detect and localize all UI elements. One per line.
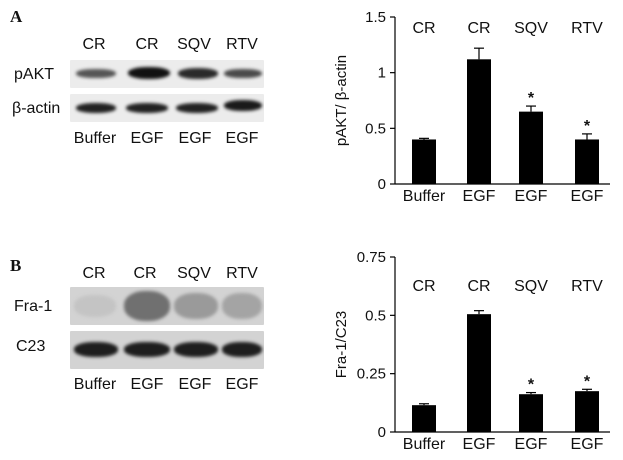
y-tick-label: 1.5 bbox=[365, 9, 386, 26]
top-lane-label: CR bbox=[467, 20, 490, 37]
y-tick-label: 0.75 bbox=[357, 249, 386, 266]
significance-star: * bbox=[584, 373, 591, 390]
bar bbox=[519, 394, 543, 432]
x-tick-label: EGF bbox=[515, 188, 548, 205]
blot-b-band bbox=[174, 342, 218, 357]
bar bbox=[467, 59, 491, 184]
y-tick-label: 0.25 bbox=[357, 366, 386, 383]
blot-a-band bbox=[178, 68, 218, 79]
blot-a-band bbox=[224, 100, 262, 111]
blot-a-band bbox=[126, 103, 168, 113]
blot-b-band bbox=[74, 295, 116, 317]
blot-b-lane-top-4: RTV bbox=[226, 265, 258, 282]
bar bbox=[412, 139, 436, 184]
blot-a-lane-top-1: CR bbox=[82, 36, 106, 53]
top-lane-label: CR bbox=[412, 20, 435, 37]
blot-a-row-label-2: β-actin bbox=[12, 100, 61, 117]
x-tick-label: EGF bbox=[571, 188, 604, 205]
blot-a-band bbox=[76, 69, 116, 78]
top-lane-label: CR bbox=[412, 278, 435, 295]
blot-a-band bbox=[224, 69, 262, 78]
y-tick-label: 0 bbox=[378, 424, 386, 441]
x-tick-label: EGF bbox=[463, 436, 496, 453]
blot-b-lane-bottom-3: EGF bbox=[178, 376, 212, 393]
blot-a-lane-top-4: RTV bbox=[226, 36, 258, 53]
top-lane-label: SQV bbox=[514, 278, 548, 295]
x-tick-label: EGF bbox=[571, 436, 604, 453]
panel-letter-b: B bbox=[10, 256, 22, 275]
blot-b-band bbox=[222, 293, 262, 319]
blot-a-lane-bottom-2: EGF bbox=[130, 130, 164, 147]
panel-letter-a: A bbox=[10, 7, 23, 26]
x-tick-label: EGF bbox=[515, 436, 548, 453]
bar bbox=[412, 405, 436, 432]
blot-b-band bbox=[124, 342, 170, 357]
significance-star: * bbox=[528, 377, 535, 394]
top-lane-label: SQV bbox=[514, 20, 548, 37]
blot-a-lane-bottom-4: EGF bbox=[225, 130, 259, 147]
x-tick-label: Buffer bbox=[403, 188, 446, 205]
y-axis-label: Fra-1/C23 bbox=[333, 311, 350, 379]
y-tick-label: 1 bbox=[378, 65, 386, 82]
blot-a-band bbox=[128, 67, 170, 79]
bar bbox=[467, 314, 491, 432]
blot-a-lane-bottom-1: Buffer bbox=[73, 130, 117, 147]
significance-star: * bbox=[584, 118, 591, 135]
blot-a-row-label-1: pAKT bbox=[14, 66, 55, 83]
blot-b-lane-bottom-1: Buffer bbox=[73, 376, 117, 393]
blot-a-strip-actin bbox=[70, 94, 264, 122]
blot-b-strip-fra1 bbox=[70, 287, 264, 325]
top-lane-label: RTV bbox=[571, 20, 603, 37]
blot-a-lane-top-3: SQV bbox=[177, 36, 211, 53]
y-tick-label: 0.5 bbox=[365, 307, 386, 324]
blot-a-strip-pakt bbox=[70, 60, 264, 88]
blot-b-band bbox=[74, 342, 118, 357]
bar bbox=[575, 139, 599, 184]
top-lane-label: CR bbox=[467, 278, 490, 295]
blot-b-lane-top-1: CR bbox=[82, 265, 106, 282]
y-axis-label: pAKT/ β-actin bbox=[333, 55, 350, 146]
x-tick-label: Buffer bbox=[403, 436, 446, 453]
blot-a-band bbox=[76, 103, 116, 113]
bar bbox=[575, 391, 599, 432]
blot-b-lane-top-2: CR bbox=[133, 265, 157, 282]
top-lane-label: RTV bbox=[571, 278, 603, 295]
blot-a-band bbox=[176, 103, 218, 113]
blot-b-row-label-1: Fra-1 bbox=[14, 298, 53, 315]
y-tick-label: 0.5 bbox=[365, 120, 386, 137]
blot-a-lane-bottom-3: EGF bbox=[178, 130, 212, 147]
blot-b-strip-c23 bbox=[70, 331, 264, 369]
blot-b-lane-top-3: SQV bbox=[177, 265, 211, 282]
x-tick-label: EGF bbox=[463, 188, 496, 205]
significance-star: * bbox=[528, 90, 535, 107]
blot-b-band bbox=[174, 293, 218, 319]
blot-a-lane-top-2: CR bbox=[135, 36, 159, 53]
blot-b-row-label-2: C23 bbox=[16, 338, 46, 355]
blot-b-lane-bottom-2: EGF bbox=[130, 376, 164, 393]
bar bbox=[519, 111, 543, 184]
blot-b-band bbox=[124, 291, 170, 321]
blot-b-band bbox=[222, 342, 262, 357]
y-tick-label: 0 bbox=[378, 176, 386, 193]
blot-b-lane-bottom-4: EGF bbox=[225, 376, 259, 393]
